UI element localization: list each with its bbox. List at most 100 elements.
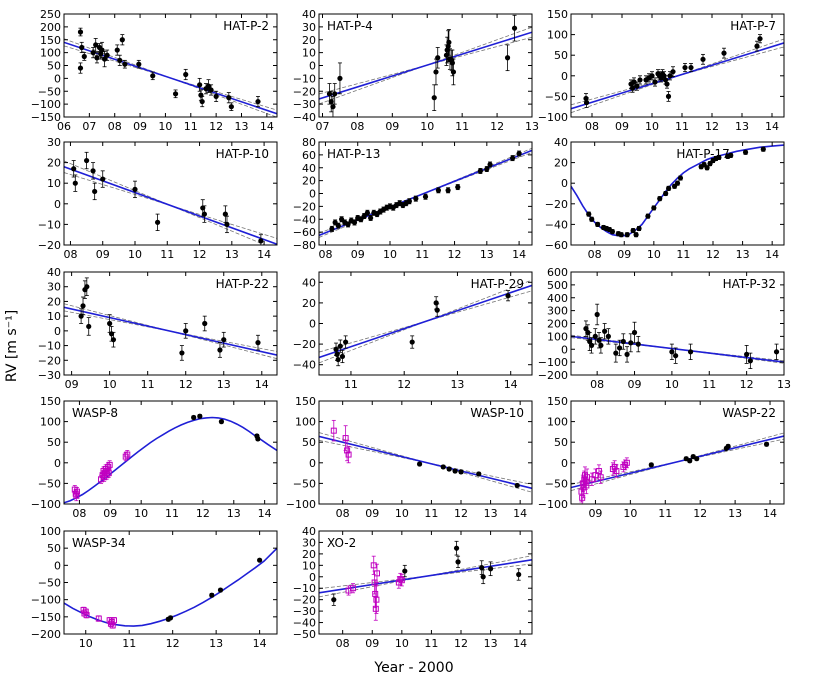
panel-frame (63, 271, 278, 376)
x-tick-label: 09 (365, 637, 379, 650)
rv-data-point (342, 219, 348, 226)
y-tick-label: 200 (547, 318, 568, 331)
x-tick-label: 09 (96, 248, 110, 261)
y-tick-label: 0 (309, 571, 316, 584)
rv-data-point (595, 221, 601, 227)
literature-marker (372, 605, 379, 612)
y-tick-label: −100 (538, 111, 568, 124)
rv-marker (700, 56, 706, 62)
model-line (319, 31, 532, 100)
rv-marker (744, 351, 750, 357)
rv-marker (183, 71, 189, 78)
literature-marker (397, 576, 404, 583)
rv-marker (107, 320, 113, 327)
rv-data-point (677, 175, 684, 181)
rv-marker (402, 568, 408, 574)
y-tick-label: 150 (40, 395, 61, 408)
rv-marker (747, 358, 753, 364)
x-tick-label: 10 (103, 378, 117, 391)
rv-data-point (605, 328, 611, 345)
rv-data-point (337, 62, 343, 95)
y-tick-label: 20 (302, 175, 316, 188)
x-tick-label: 08 (318, 248, 332, 261)
y-tick-label: 40 (302, 162, 316, 175)
rv-data-point (620, 333, 626, 350)
rv-marker (652, 79, 658, 85)
rv-marker (450, 69, 457, 75)
rv-marker (258, 238, 264, 244)
rv-data-point (71, 160, 77, 178)
rv-data-point (744, 344, 750, 364)
panel-wasp-22: 09 10 11 12 13 14 −100 −50 0 50 100 150 WASP-22 (538, 395, 785, 520)
panel-hat-p-10: 08 09 10 11 12 13 14 −20 −10 0 10 20 30 HAT-P-10 (38, 136, 278, 261)
rv-data-point (754, 40, 760, 52)
literature-marker (107, 620, 114, 627)
rv-marker (721, 50, 727, 56)
rv-data-point (747, 352, 753, 369)
rv-marker (71, 166, 77, 172)
y-tick-label: 50 (47, 60, 61, 73)
x-tick-label: 13 (777, 378, 791, 391)
rv-marker (725, 443, 731, 449)
rv-data-point (687, 343, 694, 360)
rv-marker (255, 340, 261, 346)
rv-marker (628, 340, 634, 346)
y-tick-label: 30 (302, 536, 316, 549)
rv-marker (657, 196, 663, 202)
y-tick-label: 100 (40, 416, 61, 429)
rv-marker (624, 351, 630, 357)
rv-marker (435, 55, 441, 61)
rv-data-point (645, 213, 651, 219)
model-line (319, 559, 532, 594)
y-tick-label: 20 (47, 295, 61, 308)
panel-title: HAT-P-13 (327, 147, 380, 161)
rv-data-point (652, 77, 658, 87)
literature-marker (588, 476, 595, 483)
rv-data-point (79, 41, 85, 54)
literature-marker (372, 590, 379, 597)
y-tick-label: 0 (309, 457, 316, 470)
rv-marker (633, 232, 639, 238)
rv-data-point (406, 198, 412, 205)
y-tick-label: −10 (38, 340, 61, 353)
rv-marker (455, 184, 461, 190)
panel-title: XO-2 (327, 536, 356, 550)
rv-marker (637, 77, 643, 83)
panel-plot-area (319, 540, 532, 621)
y-tick-label: −40 (293, 213, 316, 226)
y-tick-label: 40 (302, 525, 316, 538)
rv-marker (664, 81, 670, 87)
rv-marker (605, 333, 611, 339)
rv-marker (487, 566, 494, 572)
rv-data-point (191, 414, 197, 421)
rv-data-point (631, 321, 638, 344)
y-tick-label: −150 (31, 111, 61, 124)
literature-data-point (83, 611, 90, 619)
y-tick-label: 0 (561, 343, 568, 356)
x-tick-label: 11 (424, 507, 438, 520)
rv-marker (202, 320, 208, 327)
y-tick-label: 20 (302, 34, 316, 47)
rv-marker (452, 468, 458, 474)
rv-marker (79, 44, 85, 51)
panel-frame (570, 141, 785, 246)
x-axis-label: Year - 2000 (373, 660, 453, 676)
x-tick-label: 08 (108, 120, 122, 133)
rv-marker (136, 61, 142, 67)
x-tick-label: 09 (133, 120, 147, 133)
rv-data-point (433, 296, 439, 310)
y-tick-label: 100 (295, 416, 316, 429)
rv-data-point (172, 89, 179, 99)
rv-marker (326, 91, 333, 97)
rv-marker (208, 87, 214, 93)
rv-data-point (633, 232, 639, 238)
literature-marker (95, 615, 102, 622)
x-tick-label: 14 (257, 248, 271, 261)
rv-data-point (721, 47, 727, 59)
x-tick-label: 13 (225, 248, 239, 261)
panel-plot-area (64, 277, 277, 361)
y-tick-label: 300 (547, 305, 568, 318)
y-tick-label: −20 (293, 338, 316, 351)
rv-data-point (586, 211, 592, 217)
rv-marker (80, 303, 86, 309)
